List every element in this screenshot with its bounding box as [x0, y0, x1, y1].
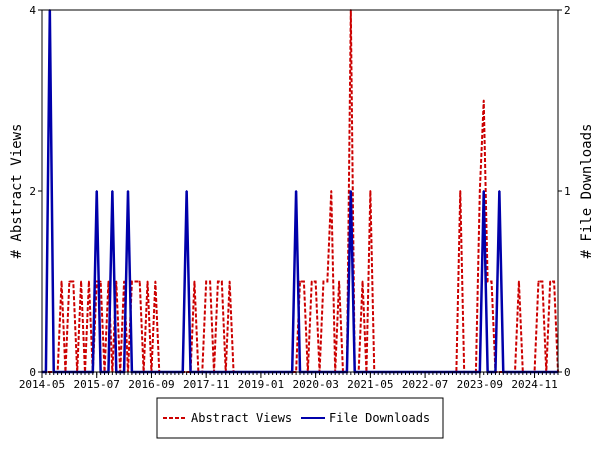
data-point-abstract-views-113	[482, 99, 485, 102]
x-tick-label: 2022-07	[402, 378, 448, 391]
data-point-abstract-views-27	[146, 280, 149, 283]
x-tick-label: 2017-11	[183, 378, 229, 391]
data-point-abstract-views-74	[330, 190, 333, 192]
data-point-abstract-views-82	[361, 280, 364, 283]
data-point-abstract-views-8	[72, 280, 75, 283]
legend-label-file-downloads: File Downloads	[329, 411, 430, 425]
data-point-file-downloads-37	[185, 190, 188, 192]
right-axis-title: # File Downloads	[579, 124, 595, 259]
data-point-abstract-views-114	[486, 280, 489, 283]
data-point-abstract-views-107	[459, 190, 462, 192]
data-point-abstract-views-15	[99, 280, 102, 283]
data-point-abstract-views-19	[115, 280, 118, 283]
data-point-abstract-views-122	[518, 280, 520, 283]
data-point-abstract-views-48	[228, 280, 231, 283]
data-point-abstract-views-25	[138, 280, 141, 283]
data-point-abstract-views-45	[217, 280, 219, 283]
data-point-abstract-views-66	[299, 280, 301, 283]
x-axis: 2014-05 2015-07 2016-09 2017-11 2019-01 2020-…	[19, 372, 559, 391]
data-point-file-downloads-18	[111, 190, 114, 192]
data-point-abstract-views-10	[80, 280, 82, 283]
left-y-tick-label: 2	[29, 185, 36, 198]
data-point-abstract-views-128	[541, 280, 544, 283]
data-point-file-downloads-14	[95, 190, 98, 192]
x-tick-label: 2020-03	[292, 378, 338, 391]
left-y-tick-label: 0	[29, 366, 36, 379]
data-point-abstract-views-46	[220, 280, 223, 283]
right-y-tick-label: 1	[564, 185, 571, 198]
data-point-abstract-views-131	[553, 280, 555, 283]
right-y-axis: 0 1 2	[558, 4, 571, 379]
data-point-abstract-views-39	[193, 280, 196, 283]
x-tick-label: 2023-09	[457, 378, 503, 391]
legend: Abstract Views File Downloads	[156, 397, 444, 439]
data-point-abstract-views-12	[88, 280, 90, 283]
data-point-file-downloads-22	[127, 190, 129, 192]
data-point-abstract-views-73	[326, 280, 329, 283]
data-point-file-downloads-117	[498, 190, 501, 192]
data-point-abstract-views-127	[537, 280, 540, 283]
data-point-abstract-views-115	[490, 280, 493, 283]
x-tick-label: 2014-05	[19, 378, 65, 391]
data-point-abstract-views-70	[314, 280, 317, 283]
legend-box	[156, 397, 444, 439]
data-point-abstract-views-21	[123, 280, 125, 283]
data-point-abstract-views-7	[68, 280, 71, 283]
left-axis-title: # Abstract Views	[9, 124, 25, 259]
data-point-abstract-views-130	[549, 280, 552, 283]
data-point-abstract-views-17	[107, 280, 110, 283]
data-point-abstract-views-43	[209, 280, 211, 283]
data-point-file-downloads-113	[482, 190, 485, 192]
left-y-axis: 0 2 4	[29, 4, 42, 379]
data-point-abstract-views-42	[205, 280, 208, 283]
data-point-abstract-views-5	[60, 280, 63, 283]
data-point-abstract-views-29	[154, 280, 157, 283]
data-point-file-downloads-79	[349, 190, 352, 192]
data-point-abstract-views-76	[338, 280, 340, 283]
x-tick-label: 2015-07	[74, 378, 120, 391]
x-tick-label: 2016-09	[128, 378, 174, 391]
x-tick-label: 2019-01	[238, 378, 284, 391]
data-point-abstract-views-23	[131, 280, 133, 283]
x-tick-label: 2021-05	[347, 378, 393, 391]
right-y-tick-label: 0	[564, 366, 571, 379]
right-y-tick-label: 2	[564, 4, 571, 17]
data-point-abstract-views-72	[322, 280, 325, 283]
data-point-file-downloads-65	[295, 190, 297, 192]
left-y-tick-label: 4	[29, 4, 36, 17]
x-tick-label: 2024-11	[511, 378, 557, 391]
data-point-abstract-views-24	[134, 280, 137, 283]
data-point-abstract-views-84	[369, 190, 372, 192]
legend-label-abstract-views: Abstract Views	[191, 411, 292, 425]
data-point-abstract-views-14	[95, 280, 98, 283]
data-point-abstract-views-67	[303, 280, 305, 283]
data-point-abstract-views-112	[478, 190, 481, 192]
data-point-abstract-views-69	[310, 280, 313, 283]
